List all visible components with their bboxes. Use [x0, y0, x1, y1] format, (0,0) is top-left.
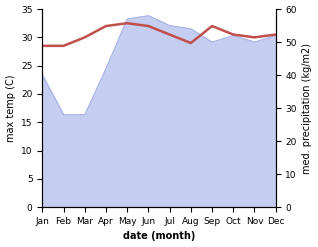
- Y-axis label: med. precipitation (kg/m2): med. precipitation (kg/m2): [302, 43, 313, 174]
- Y-axis label: max temp (C): max temp (C): [5, 74, 16, 142]
- X-axis label: date (month): date (month): [123, 231, 195, 242]
